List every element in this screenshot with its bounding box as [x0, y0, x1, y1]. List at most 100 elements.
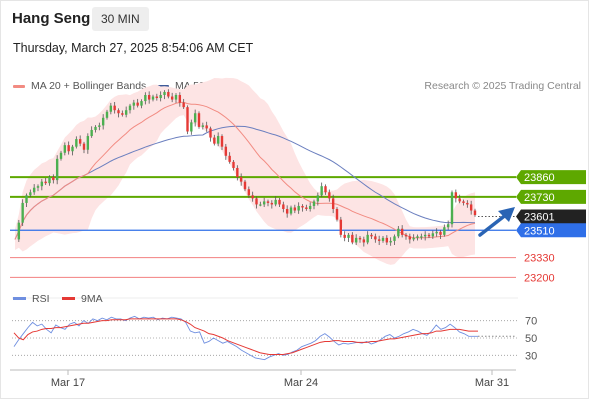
- ma20-legend-label: MA 20 + Bollinger Bands: [31, 80, 147, 92]
- candle-body: [339, 219, 343, 235]
- candle-body: [21, 202, 24, 223]
- candle-body: [385, 237, 389, 243]
- candle-body: [174, 95, 178, 100]
- candle-body: [113, 105, 116, 111]
- candle-body: [193, 113, 197, 123]
- candle-body: [52, 177, 55, 181]
- candle-body: [351, 234, 354, 243]
- candle-body: [301, 205, 304, 208]
- bollinger-band: [15, 77, 475, 265]
- candle-body: [78, 139, 82, 144]
- candle-body: [55, 158, 59, 181]
- candle-body: [25, 195, 28, 203]
- candle-body: [416, 236, 419, 238]
- level-tag-23601: [516, 209, 586, 224]
- candle-body: [216, 136, 220, 144]
- candle-body: [450, 192, 454, 225]
- candle-body: [423, 234, 427, 237]
- forecast-arrow-shaft: [478, 212, 509, 237]
- candle-body: [473, 210, 477, 216]
- research-credit: Research © 2025 Trading Central: [424, 80, 581, 92]
- candle-body: [236, 167, 239, 178]
- candle-body: [29, 192, 32, 196]
- level-label-23510: 23510: [524, 225, 555, 237]
- forecast-arrow-head: [498, 207, 515, 222]
- candle-body: [243, 181, 247, 190]
- rsi-tick-50: 50: [525, 333, 537, 345]
- candle-body: [105, 111, 109, 118]
- candle-body: [136, 102, 139, 106]
- candle-body: [293, 207, 297, 211]
- candle-body: [205, 125, 208, 129]
- candle-body: [132, 102, 136, 106]
- candle-body: [320, 186, 323, 196]
- ma9-legend-swatch: [62, 297, 75, 300]
- candle-body: [140, 101, 143, 106]
- candle-body: [170, 96, 174, 100]
- candle-body: [32, 187, 36, 193]
- candle-body: [178, 95, 182, 103]
- candle-body: [469, 204, 473, 211]
- level-tag-23730: [516, 189, 586, 204]
- candle-body: [101, 117, 105, 126]
- candle-body: [289, 207, 293, 214]
- rsi-legend-label: RSI: [32, 293, 50, 305]
- candle-body: [220, 136, 224, 147]
- candle-body: [67, 145, 70, 152]
- timeframe-badge[interactable]: 30 MIN: [92, 7, 149, 31]
- candle-body: [446, 224, 450, 228]
- candle-body: [427, 234, 431, 237]
- candle-body: [316, 195, 320, 202]
- candle-body: [213, 137, 216, 144]
- candle-body: [381, 237, 385, 241]
- candle-body: [347, 234, 350, 238]
- candle-body: [59, 152, 63, 159]
- ma50-line: [14, 125, 476, 240]
- candle-body: [155, 96, 159, 99]
- candle-body: [151, 96, 155, 100]
- candle-body: [90, 129, 93, 137]
- candle-body: [71, 146, 74, 152]
- candle-body: [259, 204, 262, 206]
- candle-body: [159, 95, 162, 99]
- candle-body: [270, 202, 274, 205]
- candle-body: [144, 95, 147, 102]
- candle-body: [397, 228, 400, 237]
- candle-body: [232, 161, 235, 168]
- candle-body: [247, 189, 251, 196]
- candle-body: [63, 145, 67, 153]
- x-label-1: Mar 24: [284, 377, 318, 389]
- candle-body: [182, 102, 185, 108]
- candle-body: [190, 122, 193, 132]
- candle-body: [86, 136, 90, 150]
- level-label-23860: 23860: [524, 172, 555, 184]
- candle-body: [121, 113, 124, 115]
- candle-body: [44, 181, 47, 184]
- candle-body: [109, 105, 113, 112]
- ma20-legend-swatch: [13, 84, 25, 88]
- instrument-title: Hang Seng: [12, 10, 91, 27]
- candle-body: [462, 201, 465, 203]
- candle-body: [278, 199, 281, 205]
- candle-body: [255, 198, 258, 205]
- candle-body: [36, 186, 40, 188]
- legend-ma20: MA 20 + Bollinger Bands: [13, 80, 146, 92]
- report-timestamp: Thursday, March 27, 2025 8:54:06 AM CET: [13, 41, 254, 55]
- candle-body: [431, 233, 435, 237]
- candle-body: [331, 198, 335, 209]
- candle-body: [335, 209, 339, 220]
- x-label-0: Mar 17: [51, 377, 85, 389]
- candle-body: [239, 177, 243, 182]
- candle-body: [40, 181, 44, 187]
- candle-body: [228, 155, 231, 162]
- rsi-legend-swatch: [13, 297, 26, 300]
- candle-body: [48, 177, 51, 184]
- level-label-23601: 23601: [524, 211, 555, 223]
- candle-body: [128, 105, 132, 111]
- x-label-2: Mar 31: [475, 377, 509, 389]
- candle-body: [408, 236, 412, 240]
- candle-body: [201, 125, 205, 127]
- candle-body: [466, 202, 469, 205]
